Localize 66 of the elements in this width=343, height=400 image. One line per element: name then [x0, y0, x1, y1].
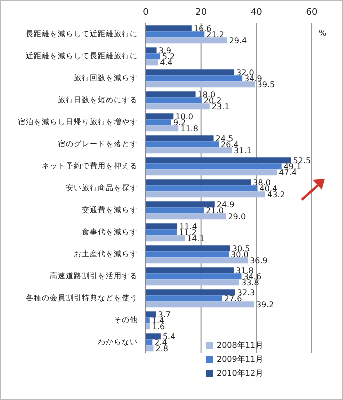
bar	[146, 208, 204, 214]
bar	[146, 170, 278, 176]
bar	[146, 48, 157, 54]
bar	[146, 312, 156, 318]
bar	[146, 114, 174, 120]
data-label: 29.4	[229, 36, 248, 46]
bar	[146, 192, 266, 198]
bar	[146, 158, 292, 164]
bar	[146, 302, 254, 308]
bar	[146, 164, 282, 170]
x-tick-label: 20	[196, 8, 208, 18]
data-label: 39.2	[256, 300, 274, 310]
data-label: 30.0	[231, 250, 249, 260]
bar	[146, 280, 240, 286]
x-tick-label: 40	[250, 8, 263, 18]
bar	[146, 148, 232, 154]
bar	[146, 324, 150, 330]
bar	[146, 70, 235, 76]
bar	[146, 26, 192, 32]
bar	[146, 180, 252, 186]
bar	[146, 258, 248, 264]
bar	[146, 82, 256, 88]
data-label: 33.8	[242, 278, 260, 288]
legend-label: 2008年11月	[217, 341, 264, 350]
bar	[146, 340, 153, 346]
bar	[146, 334, 161, 340]
bar	[146, 98, 202, 104]
bar	[146, 274, 242, 280]
bar	[146, 60, 158, 66]
bar	[146, 186, 258, 192]
x-tick-label: 60	[306, 8, 318, 18]
bar	[146, 252, 229, 258]
bar	[146, 142, 220, 148]
bar	[146, 296, 222, 302]
data-label: 5.4	[162, 332, 176, 342]
bar	[146, 126, 179, 132]
bar	[146, 38, 228, 44]
bar	[146, 318, 150, 324]
legend-label: 2010年12月	[217, 369, 264, 378]
data-label: 2.8	[156, 344, 168, 354]
bar	[146, 214, 226, 220]
bar	[146, 104, 210, 110]
x-axis-title: %	[319, 29, 327, 38]
legend-label: 2009年11月	[217, 355, 264, 364]
data-label: 36.9	[250, 256, 268, 266]
data-label: 3.7	[158, 310, 171, 320]
data-label: 31.8	[236, 266, 254, 276]
bar	[146, 230, 177, 236]
bar	[146, 120, 172, 126]
bar	[146, 92, 196, 98]
bar	[146, 76, 243, 82]
data-label: 29.0	[228, 212, 246, 222]
bar	[146, 290, 236, 296]
bar	[146, 346, 154, 352]
bar	[146, 236, 186, 242]
bar	[146, 202, 215, 208]
bar	[146, 268, 234, 274]
bar	[146, 32, 205, 38]
data-label: 1.6	[152, 322, 166, 332]
bar	[146, 246, 230, 252]
data-label: 14.1	[187, 234, 205, 244]
bar	[146, 54, 160, 60]
bar	[146, 224, 178, 230]
x-tick-label: 0	[143, 8, 150, 18]
data-label: 4.4	[160, 58, 173, 68]
bar	[146, 136, 214, 142]
